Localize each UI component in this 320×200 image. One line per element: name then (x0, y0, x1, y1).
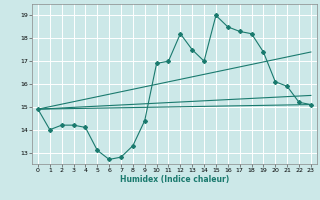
X-axis label: Humidex (Indice chaleur): Humidex (Indice chaleur) (120, 175, 229, 184)
